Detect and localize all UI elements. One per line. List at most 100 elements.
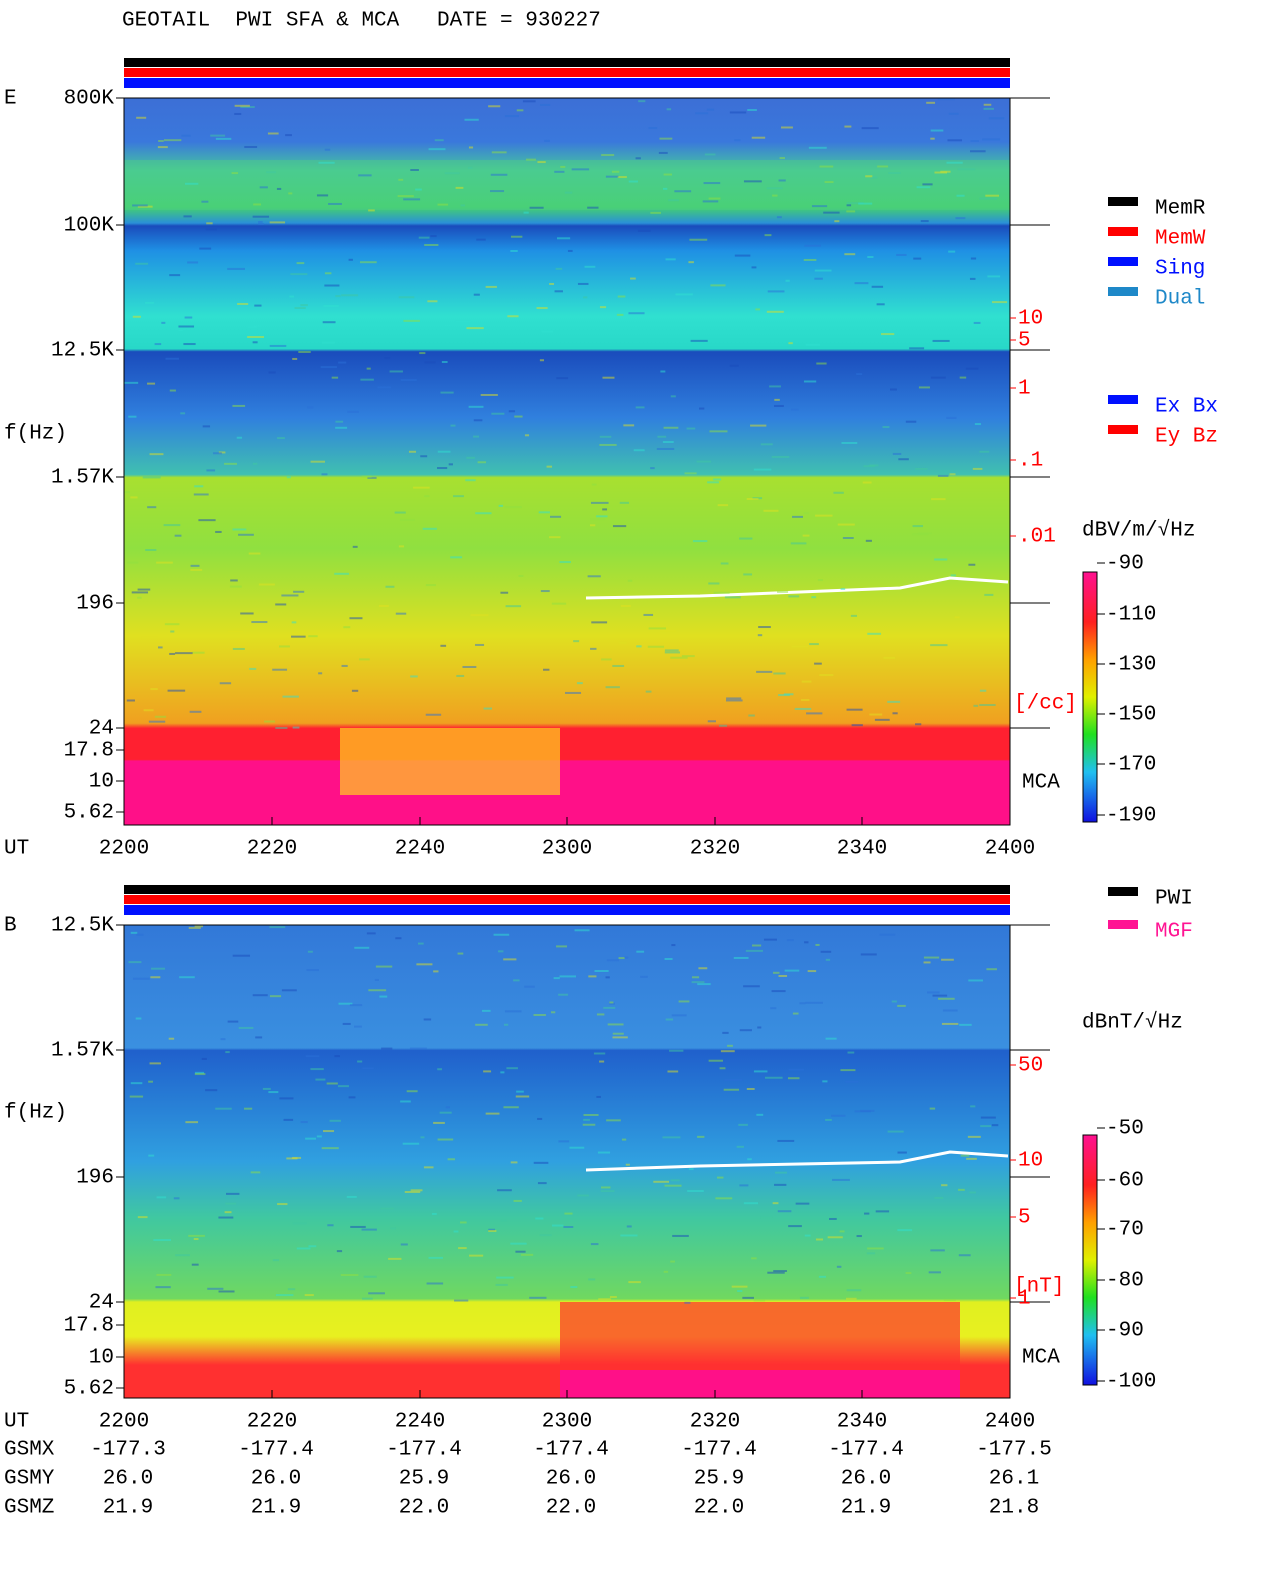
orbit-label: GSMZ: [4, 1497, 54, 1520]
noise-streak: [287, 1288, 296, 1291]
noise-streak: [619, 641, 627, 644]
noise-streak: [969, 277, 976, 280]
noise-streak: [960, 1154, 970, 1157]
noise-streak: [763, 938, 777, 941]
x-tick-label: 2220: [247, 1411, 297, 1434]
noise-streak: [888, 171, 901, 174]
noise-streak: [179, 976, 195, 979]
noise-streak: [480, 393, 498, 396]
noise-streak: [328, 202, 342, 205]
noise-streak: [551, 1224, 564, 1227]
noise-streak: [168, 1037, 175, 1040]
noise-streak: [729, 364, 739, 367]
noise-streak: [318, 161, 335, 164]
colorbar-unit: dBnT/√Hz: [1082, 1011, 1183, 1035]
noise-streak: [620, 1234, 638, 1237]
noise-streak: [559, 975, 577, 978]
noise-streak: [979, 689, 987, 692]
noise-streak: [368, 1292, 385, 1295]
noise-streak: [788, 342, 793, 345]
noise-streak: [704, 153, 716, 156]
noise-streak: [605, 175, 619, 178]
noise-streak: [773, 672, 786, 675]
noise-streak: [583, 296, 588, 299]
noise-streak: [956, 194, 965, 197]
noise-streak: [814, 662, 822, 665]
noise-streak: [861, 127, 879, 130]
noise-streak: [368, 989, 387, 992]
noise-streak: [308, 635, 318, 638]
noise-streak: [987, 275, 1001, 278]
noise-streak: [215, 530, 222, 533]
noise-streak: [764, 234, 772, 237]
noise-streak: [503, 958, 517, 961]
noise-streak: [571, 168, 590, 171]
noise-streak: [984, 593, 994, 596]
noise-streak: [135, 1017, 142, 1020]
noise-streak: [937, 98, 955, 101]
x-axis-label: UT: [4, 1411, 29, 1434]
density-tick-label: 10: [1018, 1150, 1043, 1173]
noise-streak: [206, 469, 216, 472]
noise-streak: [636, 645, 642, 648]
noise-streak: [567, 249, 573, 252]
noise-streak: [335, 426, 348, 429]
noise-streak: [178, 329, 183, 332]
noise-streak: [251, 621, 268, 624]
noise-streak: [416, 963, 433, 966]
noise-streak: [803, 380, 817, 383]
noise-streak: [236, 436, 243, 439]
noise-streak: [510, 249, 518, 252]
noise-streak: [498, 504, 504, 507]
noise-streak: [475, 643, 485, 646]
noise-streak: [488, 105, 501, 108]
noise-streak: [553, 977, 560, 980]
noise-streak: [619, 501, 630, 504]
noise-streak: [788, 1225, 802, 1228]
noise-streak: [941, 1184, 948, 1187]
y-tick-label: 12.5K: [51, 340, 114, 363]
noise-streak: [340, 1274, 359, 1277]
noise-streak: [834, 220, 840, 223]
noise-streak: [847, 1051, 855, 1054]
noise-streak: [212, 452, 222, 455]
noise-streak: [801, 680, 812, 683]
noise-streak: [188, 926, 201, 929]
noise-streak: [616, 313, 624, 316]
noise-streak: [536, 307, 548, 310]
noise-streak: [582, 1123, 596, 1126]
noise-streak: [321, 1147, 339, 1150]
noise-streak: [867, 1247, 884, 1250]
noise-streak: [255, 1036, 263, 1039]
noise-streak: [281, 594, 299, 597]
noise-streak: [205, 228, 217, 231]
noise-streak: [351, 689, 359, 692]
noise-streak: [417, 942, 424, 945]
noise-streak: [986, 968, 997, 971]
noise-streak: [169, 652, 176, 655]
noise-streak: [624, 956, 629, 959]
noise-streak: [366, 367, 371, 370]
noise-streak: [564, 191, 573, 194]
noise-streak: [227, 630, 244, 633]
y-tick-label: 1.57K: [51, 467, 114, 490]
noise-streak: [739, 537, 753, 540]
noise-streak: [444, 172, 460, 175]
noise-streak: [290, 273, 308, 276]
noise-streak: [232, 528, 247, 531]
status-bar: [124, 68, 1010, 77]
noise-streak: [518, 574, 524, 577]
noise-streak: [648, 627, 666, 630]
noise-streak: [408, 450, 417, 453]
noise-streak: [205, 1089, 218, 1092]
legend-swatch: [1108, 425, 1138, 434]
noise-streak: [692, 540, 708, 543]
noise-streak: [131, 591, 149, 594]
noise-streak: [249, 667, 257, 670]
noise-streak: [174, 534, 182, 537]
noise-streak: [774, 1183, 787, 1186]
noise-streak: [574, 929, 590, 932]
legend-label: PWI: [1155, 888, 1193, 911]
legend-swatch: [1108, 227, 1138, 236]
colorbar-tick-label: -110: [1106, 604, 1156, 627]
